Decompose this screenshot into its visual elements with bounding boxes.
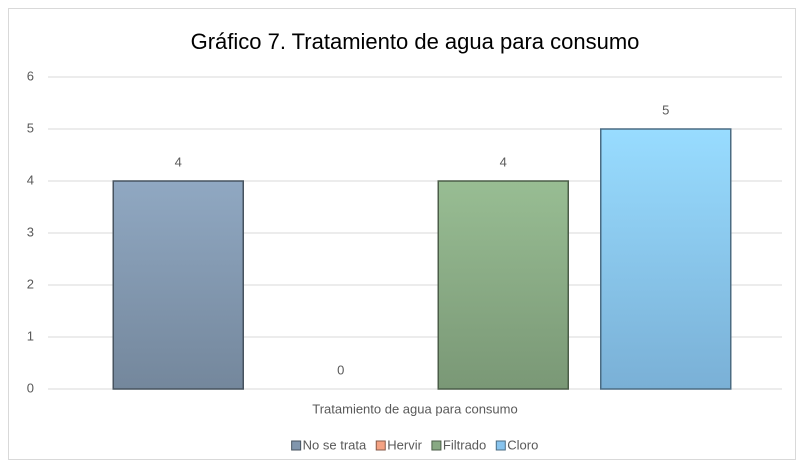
legend-swatch <box>375 440 386 451</box>
legend-swatch <box>291 440 302 451</box>
y-tick-label: 3 <box>27 224 34 239</box>
bar <box>437 180 569 390</box>
legend: No se trata Hervir Filtrado Cloro <box>291 437 538 452</box>
data-label: 4 <box>175 154 182 169</box>
y-tick-label: 0 <box>27 380 34 395</box>
legend-label: Filtrado <box>443 437 486 452</box>
chart-title: Gráfico 7. Tratamiento de agua para cons… <box>191 29 640 54</box>
y-tick-label: 1 <box>27 328 34 343</box>
legend-label: Hervir <box>387 437 422 452</box>
legend-label: No se trata <box>303 437 367 452</box>
data-label: 4 <box>500 154 507 169</box>
y-tick-label: 2 <box>27 276 34 291</box>
legend-label: Cloro <box>507 437 538 452</box>
data-label: 0 <box>337 362 344 377</box>
data-label: 5 <box>662 102 669 117</box>
y-tick-label: 4 <box>27 172 34 187</box>
y-tick-label: 6 <box>27 68 34 83</box>
bar <box>112 180 244 390</box>
legend-swatch <box>431 440 442 451</box>
legend-swatch <box>495 440 506 451</box>
y-tick-label: 5 <box>27 120 34 135</box>
bar <box>600 128 732 390</box>
x-axis-label: Tratamiento de agua para consumo <box>312 401 517 416</box>
